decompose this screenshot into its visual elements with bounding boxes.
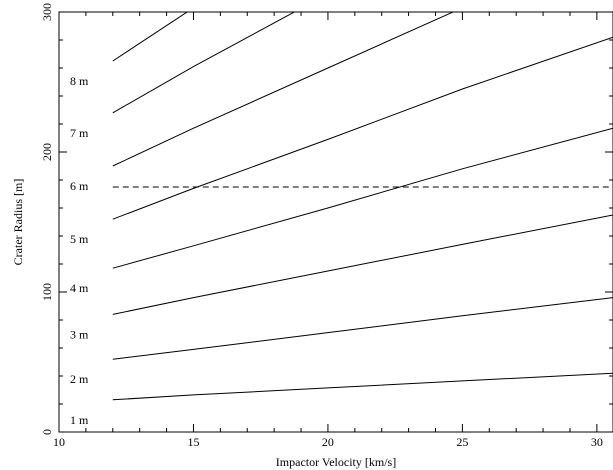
plot-frame xyxy=(58,11,613,433)
y-tick-label: 300 xyxy=(40,3,54,21)
curve-label-5m: 5 m xyxy=(70,232,89,246)
y-tick-label: 200 xyxy=(40,143,54,161)
curves xyxy=(112,12,613,401)
curve-6m xyxy=(112,12,455,167)
y-axis-label: Crater Radius [m] xyxy=(11,179,25,266)
curve-label-2m: 2 m xyxy=(70,372,89,386)
curve-label-1m: 1 m xyxy=(70,413,89,427)
curve-label-8m: 8 m xyxy=(70,74,89,88)
curve-label-6m: 6 m xyxy=(70,179,89,193)
curve-4m xyxy=(112,127,613,269)
x-axis-label: Impactor Velocity [km/s] xyxy=(276,455,396,469)
curve-7m xyxy=(112,12,296,114)
axis-ticks xyxy=(58,11,613,433)
x-tick-label: 15 xyxy=(187,435,199,449)
y-tick-label: 0 xyxy=(40,429,54,435)
y-tick-label: 100 xyxy=(40,283,54,301)
curve-label-4m: 4 m xyxy=(70,281,89,295)
x-tick-label: 10 xyxy=(53,435,65,449)
curve-label-7m: 7 m xyxy=(70,126,89,140)
curve-5m xyxy=(112,36,613,220)
curve-8m xyxy=(112,12,189,62)
curve-1m xyxy=(112,372,613,401)
x-tick-label: 30 xyxy=(591,435,603,449)
curve-3m xyxy=(112,214,613,315)
x-tick-label: 20 xyxy=(322,435,334,449)
x-tick-label: 25 xyxy=(456,435,468,449)
curve-labels: 1 m 2 m 3 m 4 m 5 m 6 m 7 m 8 m xyxy=(70,74,89,427)
curve-label-3m: 3 m xyxy=(70,327,89,341)
curve-2m xyxy=(112,297,613,360)
